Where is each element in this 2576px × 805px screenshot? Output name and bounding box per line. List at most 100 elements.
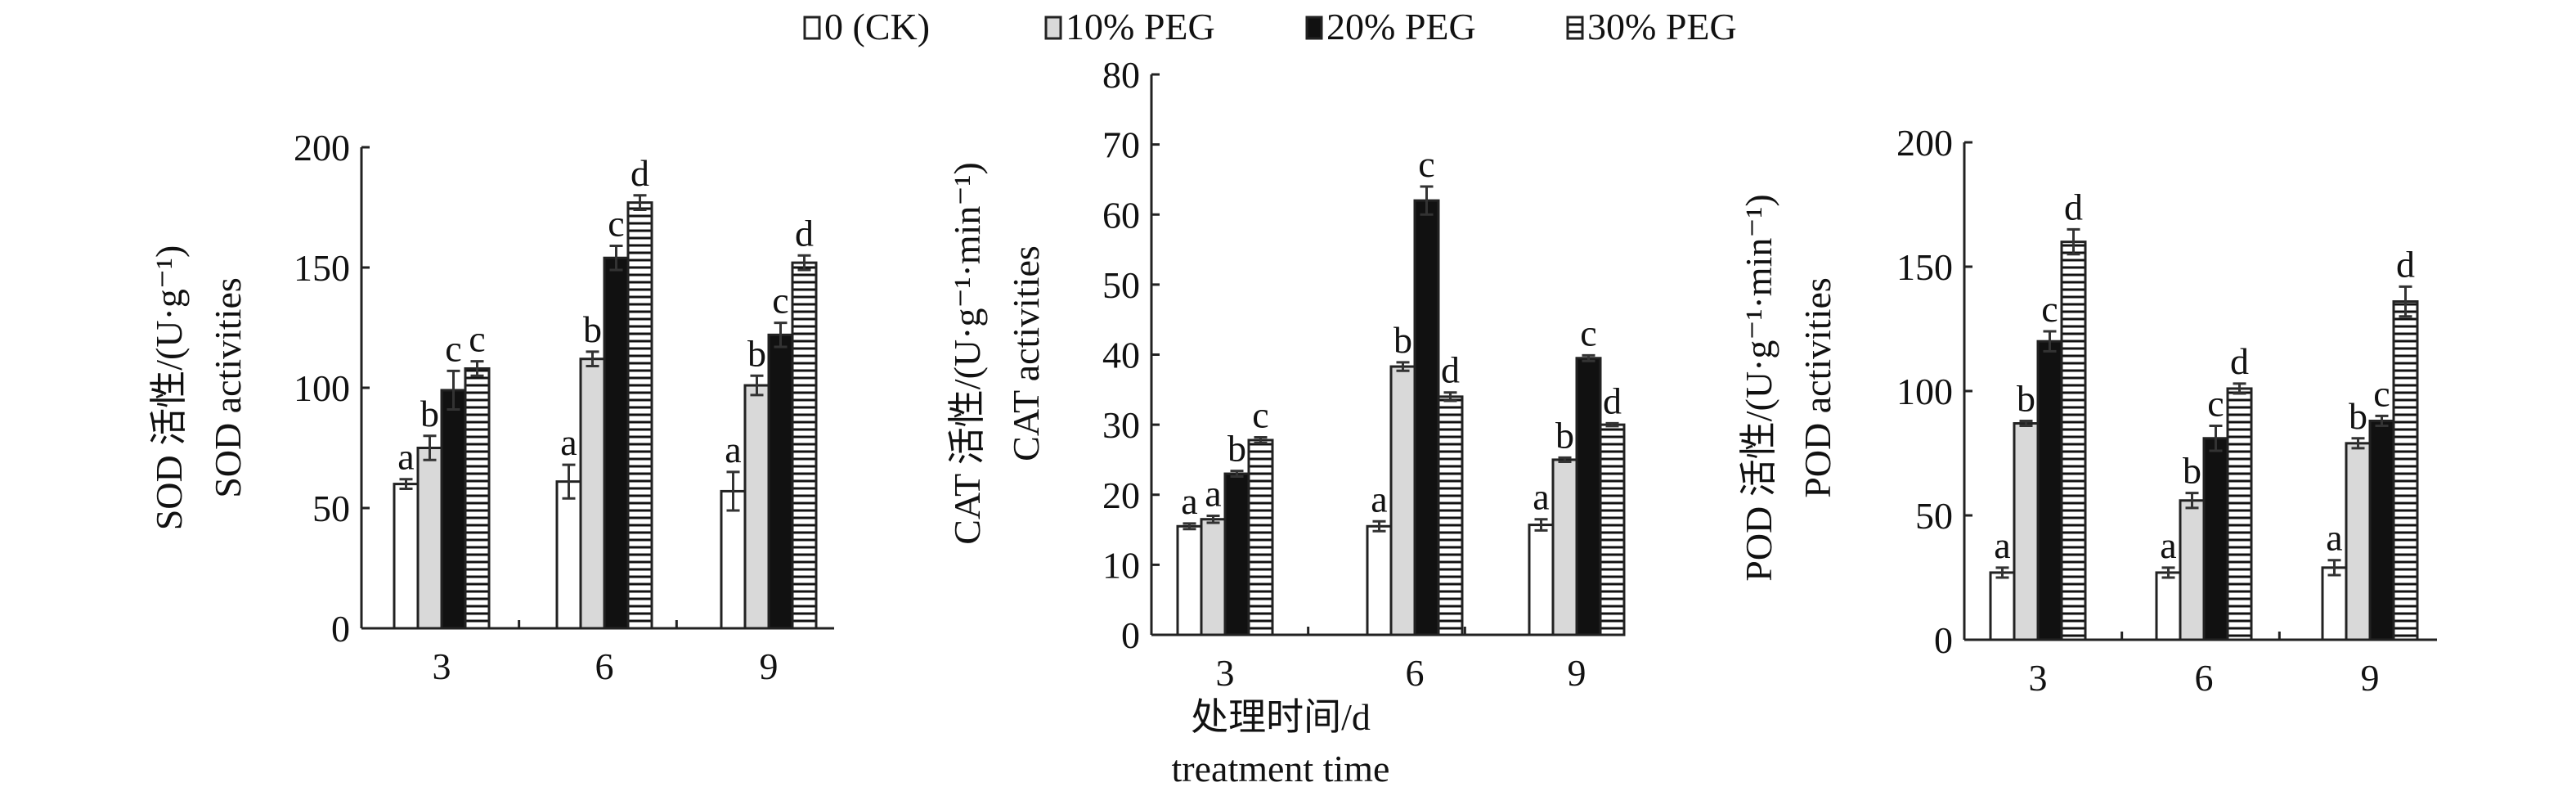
sod-significance-letter: c	[445, 327, 461, 369]
sod-y-tick-label: 100	[294, 367, 350, 409]
pod-bar-20peg-day6	[2202, 437, 2229, 641]
cat-y-axis-title-cn: CAT 活性/(U·g⁻¹·min⁻¹)	[946, 162, 988, 545]
sod-bar-20peg-day3	[440, 389, 467, 630]
pod-bar-ck-day3	[1989, 571, 2016, 641]
cat-y-tick-label: 60	[1102, 194, 1140, 236]
sod-bar-10peg-day9	[743, 384, 770, 630]
pod-error-bar	[2375, 414, 2389, 428]
legend-label-20peg: 20% PEG	[1326, 6, 1476, 47]
cat-bar-10peg-day3	[1200, 518, 1227, 636]
sod-bar-ck-day6	[555, 480, 582, 630]
legend-item-ck: 0 (CK)	[803, 6, 930, 47]
cat-y-tick-label: 20	[1102, 474, 1140, 516]
sod-error-bar	[633, 194, 647, 211]
sod-x-tick-label: 9	[760, 645, 779, 687]
sod-x-tick-label: 6	[595, 645, 614, 687]
pod-error-bar	[2399, 285, 2412, 318]
pod-significance-letter: c	[2207, 383, 2224, 425]
legend-label-30peg: 30% PEG	[1587, 6, 1737, 47]
cat-significance-letter: c	[1580, 312, 1596, 353]
sod-error-bar	[586, 350, 599, 368]
pod-y-tick-label: 100	[1896, 371, 1953, 412]
sod-bar-10peg-day3	[416, 447, 443, 630]
cat-bar-30peg-day6	[1437, 395, 1464, 636]
cat-bar-20peg-day6	[1413, 199, 1440, 636]
pod-bar-30peg-day3	[2060, 241, 2087, 641]
pod-error-bar	[2043, 330, 2057, 353]
pod-bar-20peg-day3	[2036, 340, 2063, 641]
pod-error-bar	[2067, 227, 2080, 256]
cat-bar-ck-day6	[1366, 524, 1393, 636]
cat-bar-30peg-day3	[1247, 438, 1274, 636]
pod-y-tick-label: 0	[1934, 619, 1953, 661]
pod-y-tick-label: 150	[1896, 246, 1953, 288]
sod-significance-letter: c	[608, 203, 624, 245]
cat-error-bar	[1443, 391, 1457, 402]
sod-significance-letter: c	[469, 318, 485, 360]
pod-error-bar	[2233, 382, 2246, 395]
pod-bar-10peg-day6	[2179, 499, 2206, 641]
pod-bar-ck-day9	[2321, 566, 2348, 641]
pod-significance-letter: b	[2349, 395, 2367, 437]
pod-significance-letter: b	[2017, 377, 2035, 419]
cat-bar-ck-day9	[1528, 524, 1555, 636]
sod-bar-30peg-day9	[791, 261, 818, 630]
sod-bar-20peg-day9	[767, 333, 794, 630]
sod-bar-30peg-day3	[464, 367, 491, 630]
sod-bar-ck-day3	[393, 483, 420, 630]
cat-error-bar	[1582, 353, 1595, 362]
cat-significance-letter: b	[1393, 319, 1412, 361]
pod-significance-letter: a	[1994, 524, 2010, 566]
sod-significance-letter: b	[583, 308, 602, 350]
pod-x-tick-label: 9	[2361, 657, 2380, 699]
x-axis-title-cn: 处理时间/d	[1191, 696, 1371, 738]
pod-x-tick-label: 6	[2195, 657, 2214, 699]
cat-significance-letter: a	[1181, 480, 1197, 522]
cat-x-tick-label: 3	[1216, 652, 1235, 694]
pod-significance-letter: d	[2230, 340, 2249, 382]
x-axis-title-en: treatment time	[1172, 748, 1390, 789]
sod-significance-letter: a	[560, 421, 577, 463]
pod-y-axis-title-cn: POD 活性/(U·g⁻¹·min⁻¹)	[1738, 194, 1779, 582]
cat-error-bar	[1420, 185, 1434, 216]
cat-significance-letter: b	[1227, 428, 1246, 470]
cat-y-tick-label: 50	[1102, 264, 1140, 306]
pod-significance-letter: c	[2041, 288, 2058, 330]
sod-error-bar	[774, 322, 788, 349]
legend-label-10peg: 10% PEG	[1066, 6, 1215, 47]
pod-y-axis-title-en: POD activities	[1797, 277, 1838, 498]
sod-bar-ck-day9	[720, 489, 747, 630]
sod-significance-letter: d	[631, 152, 649, 194]
sod-bar-10peg-day6	[579, 358, 606, 630]
cat-error-bar	[1183, 522, 1196, 531]
legend-swatch-10peg	[1044, 16, 1062, 40]
cat-error-bar	[1558, 456, 1572, 464]
sod-significance-letter: b	[420, 393, 439, 434]
pod-bar-30peg-day6	[2226, 387, 2253, 641]
sod-y-tick-label: 150	[294, 247, 350, 289]
cat-error-bar	[1605, 421, 1619, 428]
sod-y-axis-title-en: SOD activities	[207, 277, 249, 498]
legend-item-30peg: 30% PEG	[1566, 6, 1737, 47]
sod-y-tick-label: 50	[312, 488, 350, 529]
cat-significance-letter: b	[1555, 414, 1574, 456]
cat-error-bar	[1206, 514, 1220, 524]
cat-error-bar	[1254, 436, 1268, 444]
sod-error-bar	[726, 470, 740, 512]
pod-bar-20peg-day9	[2368, 419, 2395, 641]
cat-bar-10peg-day9	[1551, 458, 1578, 636]
sod-significance-letter: a	[397, 436, 414, 478]
pod-error-bar	[2019, 419, 2033, 428]
sod-error-bar	[447, 369, 460, 411]
pod-significance-letter: c	[2373, 372, 2390, 414]
sod-bar-20peg-day6	[603, 256, 630, 630]
legend: 0 (CK) 10% PEG 20% PEG 30% PEG	[803, 6, 1737, 47]
cat-y-tick-label: 70	[1102, 124, 1140, 166]
sod-error-bar	[609, 245, 623, 272]
sod-x-tick-label: 3	[433, 645, 451, 687]
sod-error-bar	[750, 374, 764, 397]
pod-error-bar	[2351, 437, 2365, 450]
